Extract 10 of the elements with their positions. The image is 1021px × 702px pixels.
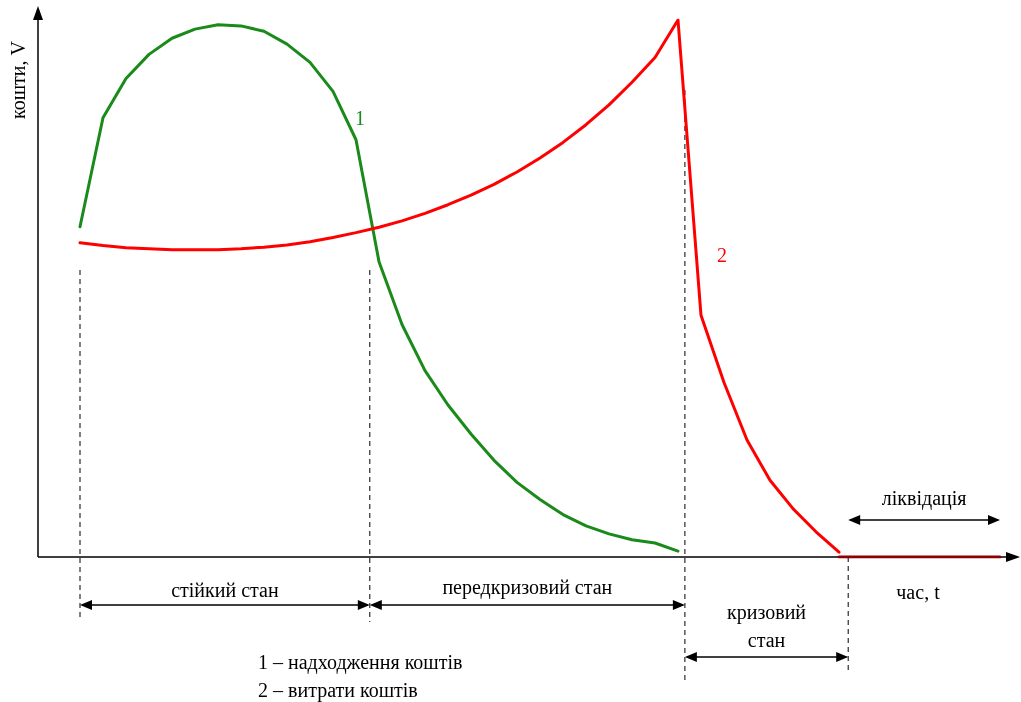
text: стійкий стан [171,579,279,601]
text: 1 – надходження коштів [258,651,463,674]
text: передкризовий стан [442,576,613,599]
x-axis-title: час, t [896,581,941,603]
series-label: 1 [355,107,365,129]
y-axis-title: кошти, V [7,40,29,119]
annotation: ліквідація [881,487,967,510]
series-label: 2 [717,244,727,266]
text: 2 – витрати коштів [258,679,418,702]
text: кризовий стан [727,601,807,651]
